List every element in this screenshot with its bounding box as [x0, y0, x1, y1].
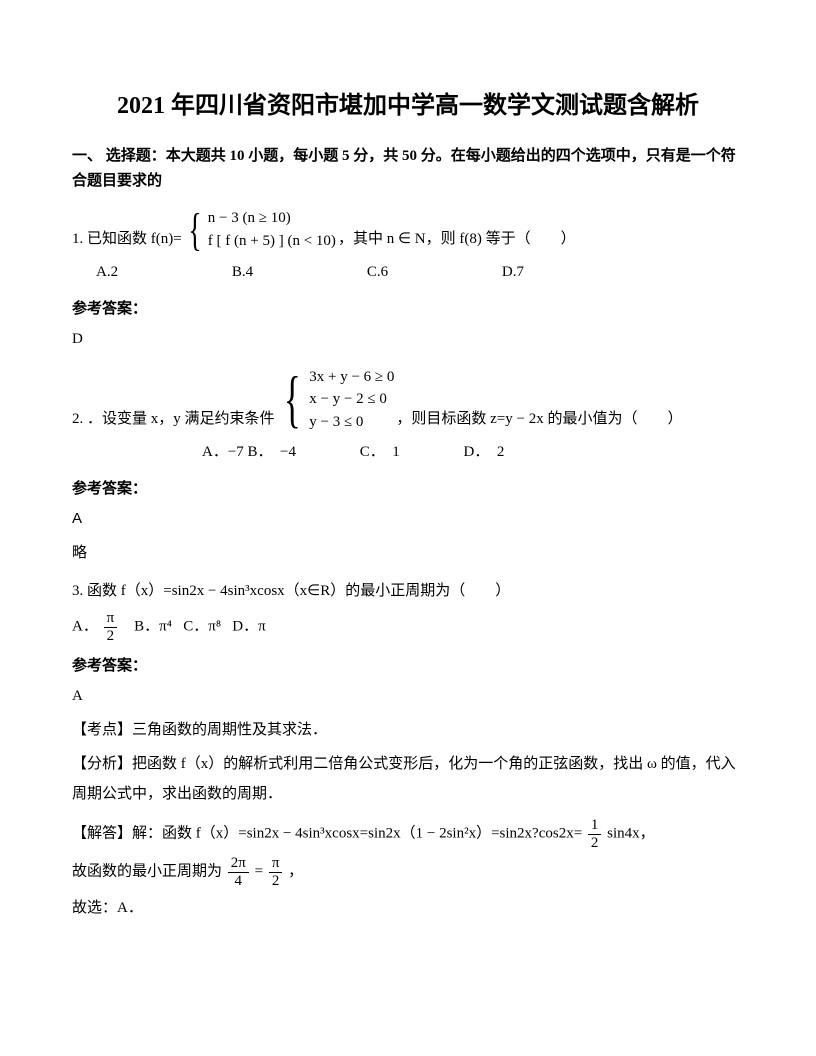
q2-option-b: B． −4	[248, 437, 296, 467]
q2-option-d: D． 2	[464, 437, 505, 467]
q1-tail-text: ，其中 n ∈ N，则 f(8) 等于（ ）	[338, 226, 576, 253]
q3-option-c: C．π⁸	[183, 619, 221, 635]
fraction-numerator: 1	[588, 817, 602, 835]
q2-sys-line-3: y − 3 ≤ 0	[309, 411, 394, 434]
q1-stem-row: 1. 已知函数 f(n)= { n − 3 (n ≥ 10) f [ f (n …	[72, 207, 744, 253]
q1-option-d: D.7	[502, 257, 524, 287]
q3-options: A． π 2 B．π⁴ C．π⁸ D．π	[72, 610, 744, 644]
q1-piecewise: { n − 3 (n ≥ 10) f [ f (n + 5) ] (n < 10…	[184, 207, 336, 253]
q1-answer: D	[72, 324, 744, 354]
q3-solution-pre: 【解答】解：函数 f（x）=sin2x − 4sin³xcosx=sin2x（1…	[72, 826, 582, 842]
q3-period-fraction-1: 2π 4	[228, 855, 249, 889]
q3-solution-fraction: 1 2	[588, 817, 602, 851]
q1-lead-text: 1. 已知函数 f(n)=	[72, 226, 182, 253]
q1-option-b: B.4	[232, 257, 253, 287]
q2-options: A．−7 B． −4 C． 1 D． 2	[72, 437, 744, 467]
q2-tail-text: ，则目标函数 z=y − 2x 的最小值为（ ）	[396, 406, 682, 433]
q3-option-d: D．π	[232, 619, 265, 635]
q3-period-eq: =	[255, 864, 267, 880]
q3-option-a-prefix: A．	[72, 619, 98, 635]
q1-option-a: A.2	[96, 257, 118, 287]
q3-fenxi: 【分析】把函数 f（x）的解析式利用二倍角公式变形后，化为一个角的正弦函数，找出…	[72, 749, 744, 809]
q3-option-b: B．π⁴	[134, 619, 172, 635]
fraction-numerator: π	[269, 855, 283, 873]
q2-option-a: A．−7	[202, 437, 244, 467]
fraction-denominator: 2	[104, 628, 118, 645]
page-container: 2021 年四川省资阳市堪加中学高一数学文测试题含解析 一、 选择题：本大题共 …	[0, 0, 816, 967]
q3-stem: 3. 函数 f（x）=sin2x − 4sin³xcosx（x∈R）的最小正周期…	[72, 576, 744, 606]
q2-constraints: { 3x + y − 6 ≥ 0 x − y − 2 ≤ 0 y − 3 ≤ 0	[277, 366, 395, 434]
q3-period-line: 故函数的最小正周期为 2π 4 = π 2 ，	[72, 855, 744, 889]
q3-period-fraction-2: π 2	[269, 855, 283, 889]
fraction-denominator: 2	[269, 873, 283, 890]
q3-answer-label: 参考答案：	[72, 654, 744, 675]
q2-answer: A	[72, 504, 744, 534]
page-title: 2021 年四川省资阳市堪加中学高一数学文测试题含解析	[72, 90, 744, 124]
q3-period-post: ，	[288, 864, 303, 880]
q3-final: 故选：A．	[72, 893, 744, 923]
q1-system-lines: n − 3 (n ≥ 10) f [ f (n + 5) ] (n < 10)	[206, 207, 336, 253]
q3-period-pre: 故函数的最小正周期为	[72, 864, 226, 880]
q1-sys-line-1: n − 3 (n ≥ 10)	[208, 207, 336, 230]
fraction-denominator: 2	[588, 835, 602, 852]
q1-answer-label: 参考答案：	[72, 297, 744, 318]
q3-kaodian: 【考点】三角函数的周期性及其求法．	[72, 715, 744, 745]
q2-sys-line-1: 3x + y − 6 ≥ 0	[309, 366, 394, 389]
q2-sys-line-2: x − y − 2 ≤ 0	[309, 388, 394, 411]
q3-solution-line: 【解答】解：函数 f（x）=sin2x − 4sin³xcosx=sin2x（1…	[72, 817, 744, 851]
q2-stem-row: 2. ．设变量 x，y 满足约束条件 { 3x + y − 6 ≥ 0 x − …	[72, 366, 744, 434]
left-brace-icon: {	[283, 367, 300, 431]
q2-answer-label: 参考答案：	[72, 477, 744, 498]
fraction-numerator: 2π	[228, 855, 249, 873]
q3-option-a-fraction: π 2	[104, 610, 118, 644]
fraction-numerator: π	[104, 610, 118, 628]
fraction-denominator: 4	[228, 873, 249, 890]
q1-sys-line-2: f [ f (n + 5) ] (n < 10)	[208, 230, 336, 253]
section-1-header: 一、 选择题：本大题共 10 小题，每小题 5 分，共 50 分。在每小题给出的…	[72, 144, 744, 195]
q2-system-lines: 3x + y − 6 ≥ 0 x − y − 2 ≤ 0 y − 3 ≤ 0	[307, 366, 394, 434]
q1-option-c: C.6	[367, 257, 388, 287]
q2-lead-text: 2. ．设变量 x，y 满足约束条件	[72, 406, 275, 433]
left-brace-icon: {	[188, 207, 201, 253]
q2-note: 略	[72, 538, 744, 568]
q3-solution-post: sin4x，	[607, 826, 655, 842]
q2-option-c: C． 1	[360, 437, 400, 467]
q3-answer: A	[72, 681, 744, 711]
q1-options: A.2 B.4 C.6 D.7	[72, 257, 744, 287]
